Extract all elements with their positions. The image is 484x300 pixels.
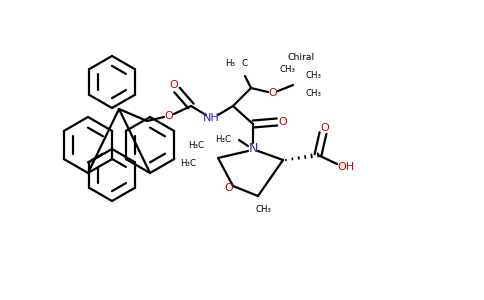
- Text: O: O: [320, 123, 330, 133]
- Text: N: N: [248, 142, 257, 154]
- Text: O: O: [269, 88, 277, 98]
- Text: O: O: [169, 80, 179, 90]
- Text: OH: OH: [337, 162, 355, 172]
- Text: CH₃: CH₃: [305, 70, 321, 80]
- Text: O: O: [165, 111, 173, 121]
- Text: CH₃: CH₃: [305, 88, 321, 98]
- Text: H₃C: H₃C: [180, 158, 196, 167]
- Text: H₃C: H₃C: [188, 142, 204, 151]
- Text: H₃C: H₃C: [215, 136, 231, 145]
- Text: O: O: [225, 183, 233, 193]
- Text: CH₃: CH₃: [255, 206, 271, 214]
- Text: O: O: [279, 117, 287, 127]
- Text: NH: NH: [203, 113, 219, 123]
- Text: H₃: H₃: [225, 58, 235, 68]
- Text: CH₃: CH₃: [280, 64, 296, 74]
- Text: C: C: [242, 58, 248, 68]
- Text: Chiral: Chiral: [287, 52, 315, 62]
